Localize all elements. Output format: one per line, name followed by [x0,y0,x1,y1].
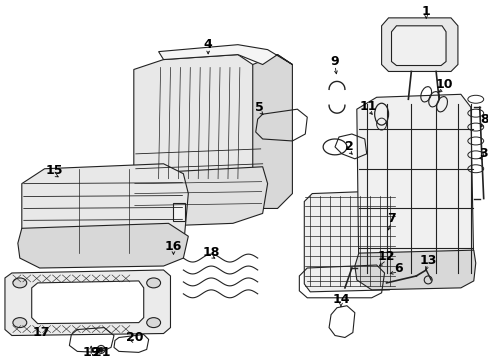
Polygon shape [356,94,473,281]
Ellipse shape [13,318,27,328]
Polygon shape [354,250,475,290]
Text: 19: 19 [82,346,100,359]
Polygon shape [32,281,143,324]
Text: 18: 18 [202,246,220,258]
Text: 12: 12 [377,249,394,262]
Text: 15: 15 [46,164,63,177]
Text: 10: 10 [434,78,452,91]
Text: 16: 16 [164,240,182,253]
Polygon shape [132,167,267,226]
Text: 1: 1 [421,5,430,18]
Polygon shape [18,223,188,268]
Polygon shape [304,190,396,292]
Text: 17: 17 [33,326,50,339]
Text: 20: 20 [126,331,143,344]
Text: 11: 11 [359,100,377,113]
Text: 9: 9 [330,55,339,68]
Text: 4: 4 [203,38,212,51]
Bar [173,203,185,221]
Ellipse shape [146,318,160,328]
Text: 2: 2 [344,140,352,153]
Polygon shape [158,45,292,64]
Polygon shape [252,55,292,208]
Text: 8: 8 [479,113,488,126]
Text: 21: 21 [93,346,111,359]
Polygon shape [381,18,457,72]
Text: 7: 7 [386,212,395,225]
Text: 13: 13 [419,253,436,266]
Polygon shape [391,26,445,66]
Ellipse shape [99,347,103,351]
Text: 3: 3 [478,147,487,160]
Text: 6: 6 [393,261,402,275]
Text: 5: 5 [255,101,264,114]
Polygon shape [134,55,262,223]
Ellipse shape [146,278,160,288]
Text: 14: 14 [331,293,349,306]
Ellipse shape [13,278,27,288]
Polygon shape [22,164,188,260]
Polygon shape [5,270,170,336]
